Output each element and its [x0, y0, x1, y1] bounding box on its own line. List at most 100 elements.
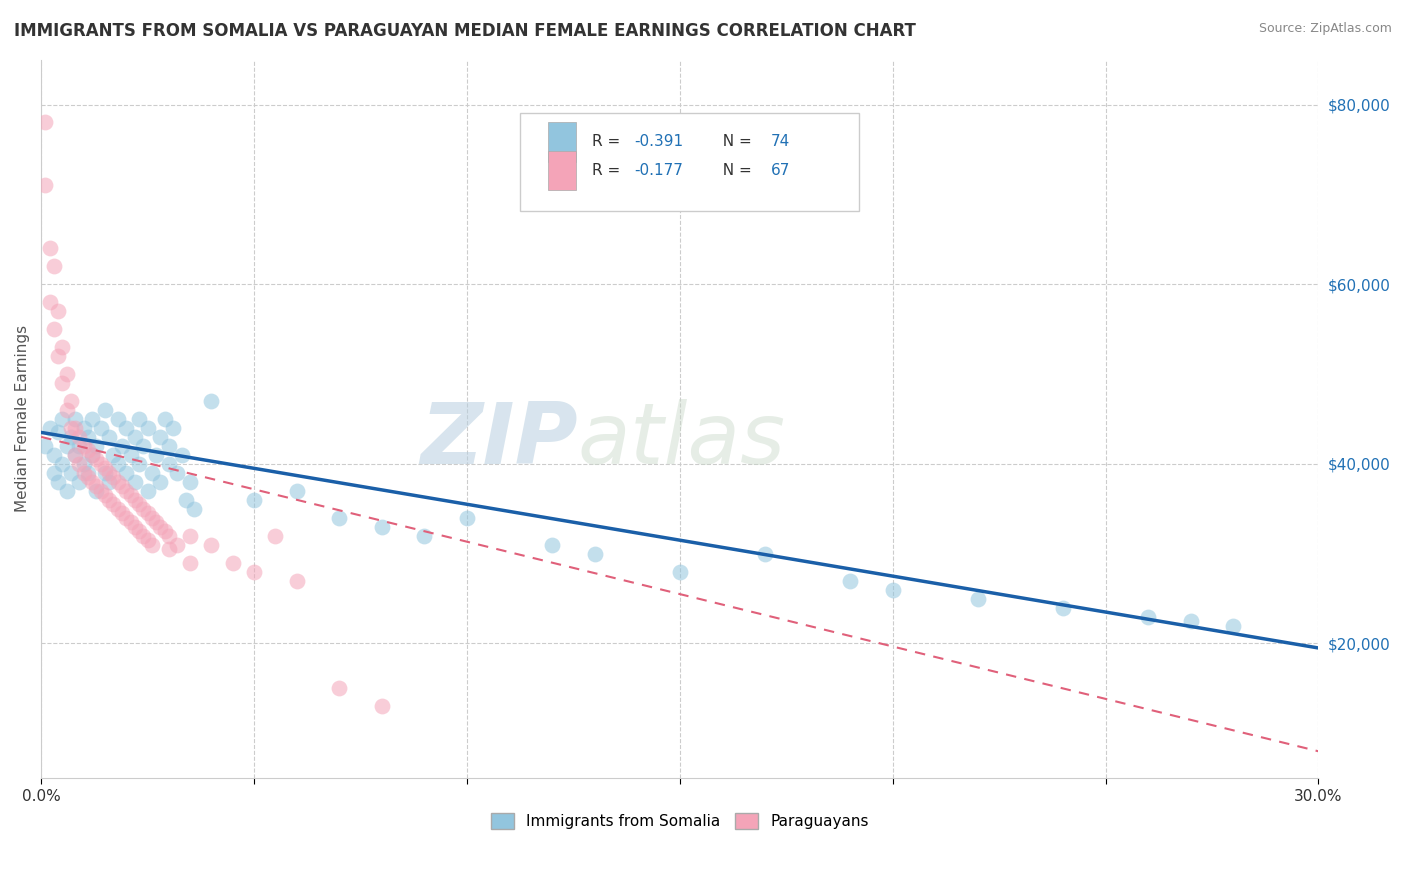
Point: [42, 466, 65, 480]
Point: [370, 519, 392, 533]
Point: [839, 574, 862, 588]
Point: [124, 519, 146, 533]
Point: [73, 421, 96, 435]
Point: [103, 497, 125, 511]
Point: [174, 492, 197, 507]
Point: [541, 538, 564, 552]
Point: [98, 430, 121, 444]
Point: [285, 574, 308, 588]
Point: [124, 430, 146, 444]
Point: [583, 547, 606, 561]
Point: [42, 448, 65, 462]
Point: [98, 492, 121, 507]
Point: [141, 466, 163, 480]
Point: [59, 466, 82, 480]
Point: [115, 483, 138, 498]
Point: [179, 556, 201, 570]
Point: [132, 501, 155, 516]
Point: [328, 510, 350, 524]
Point: [55, 403, 77, 417]
FancyBboxPatch shape: [520, 113, 859, 211]
Text: atlas: atlas: [578, 399, 786, 482]
Point: [51, 457, 73, 471]
Point: [200, 538, 222, 552]
Point: [107, 501, 129, 516]
Point: [59, 393, 82, 408]
Point: [115, 510, 138, 524]
Point: [1222, 618, 1244, 632]
Point: [34, 178, 56, 193]
Text: N =: N =: [713, 135, 756, 149]
Point: [86, 479, 108, 493]
Point: [141, 538, 163, 552]
Text: Source: ZipAtlas.com: Source: ZipAtlas.com: [1258, 22, 1392, 36]
Point: [34, 439, 56, 453]
Point: [124, 475, 146, 489]
Point: [166, 466, 188, 480]
Point: [145, 448, 167, 462]
Point: [38, 421, 60, 435]
Point: [157, 542, 180, 557]
Point: [90, 421, 112, 435]
Point: [55, 439, 77, 453]
Point: [77, 470, 100, 484]
Text: 67: 67: [770, 163, 790, 178]
Point: [413, 529, 436, 543]
Y-axis label: Median Female Earnings: Median Female Earnings: [15, 326, 30, 513]
Point: [42, 322, 65, 336]
Point: [46, 304, 69, 318]
Point: [120, 515, 142, 529]
Point: [82, 412, 104, 426]
Point: [51, 340, 73, 354]
Point: [328, 681, 350, 696]
Point: [456, 510, 478, 524]
Point: [1180, 614, 1202, 628]
Point: [243, 492, 266, 507]
Point: [141, 510, 163, 524]
Point: [55, 367, 77, 381]
Point: [103, 448, 125, 462]
Point: [128, 457, 150, 471]
Point: [86, 483, 108, 498]
Point: [107, 412, 129, 426]
Point: [136, 483, 159, 498]
Text: N =: N =: [713, 163, 756, 178]
Point: [73, 439, 96, 453]
Point: [77, 466, 100, 480]
Point: [34, 115, 56, 129]
Point: [51, 412, 73, 426]
Point: [46, 475, 69, 489]
Point: [128, 412, 150, 426]
Point: [1137, 609, 1160, 624]
Point: [77, 430, 100, 444]
Point: [42, 259, 65, 273]
Point: [67, 475, 90, 489]
Point: [183, 501, 205, 516]
FancyBboxPatch shape: [548, 151, 576, 190]
Point: [86, 439, 108, 453]
Point: [136, 421, 159, 435]
Point: [285, 483, 308, 498]
Point: [264, 529, 287, 543]
Point: [132, 529, 155, 543]
Point: [98, 475, 121, 489]
Point: [73, 457, 96, 471]
Point: [157, 457, 180, 471]
Point: [149, 519, 172, 533]
Point: [59, 430, 82, 444]
Point: [115, 421, 138, 435]
Point: [107, 457, 129, 471]
Point: [63, 448, 86, 462]
Point: [59, 421, 82, 435]
Text: -0.177: -0.177: [634, 163, 683, 178]
Point: [82, 475, 104, 489]
Point: [179, 475, 201, 489]
Point: [162, 421, 184, 435]
Point: [94, 403, 117, 417]
Point: [222, 556, 245, 570]
Point: [107, 475, 129, 489]
Point: [73, 466, 96, 480]
Point: [754, 547, 776, 561]
Point: [46, 349, 69, 363]
Point: [63, 448, 86, 462]
